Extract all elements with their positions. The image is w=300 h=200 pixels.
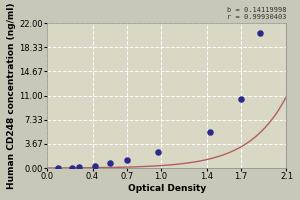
Point xyxy=(258,31,263,35)
Point xyxy=(56,167,61,170)
Point xyxy=(238,97,243,100)
Point xyxy=(155,150,160,153)
Point xyxy=(107,162,112,165)
Text: b = 0.14119998
r = 0.99930403: b = 0.14119998 r = 0.99930403 xyxy=(227,7,286,20)
Point xyxy=(70,166,74,169)
Point xyxy=(76,166,81,169)
X-axis label: Optical Density: Optical Density xyxy=(128,184,206,193)
Point xyxy=(124,159,129,162)
Y-axis label: Human CD248 concentration (ng/ml): Human CD248 concentration (ng/ml) xyxy=(7,2,16,189)
Point xyxy=(92,164,97,167)
Point xyxy=(208,130,212,133)
